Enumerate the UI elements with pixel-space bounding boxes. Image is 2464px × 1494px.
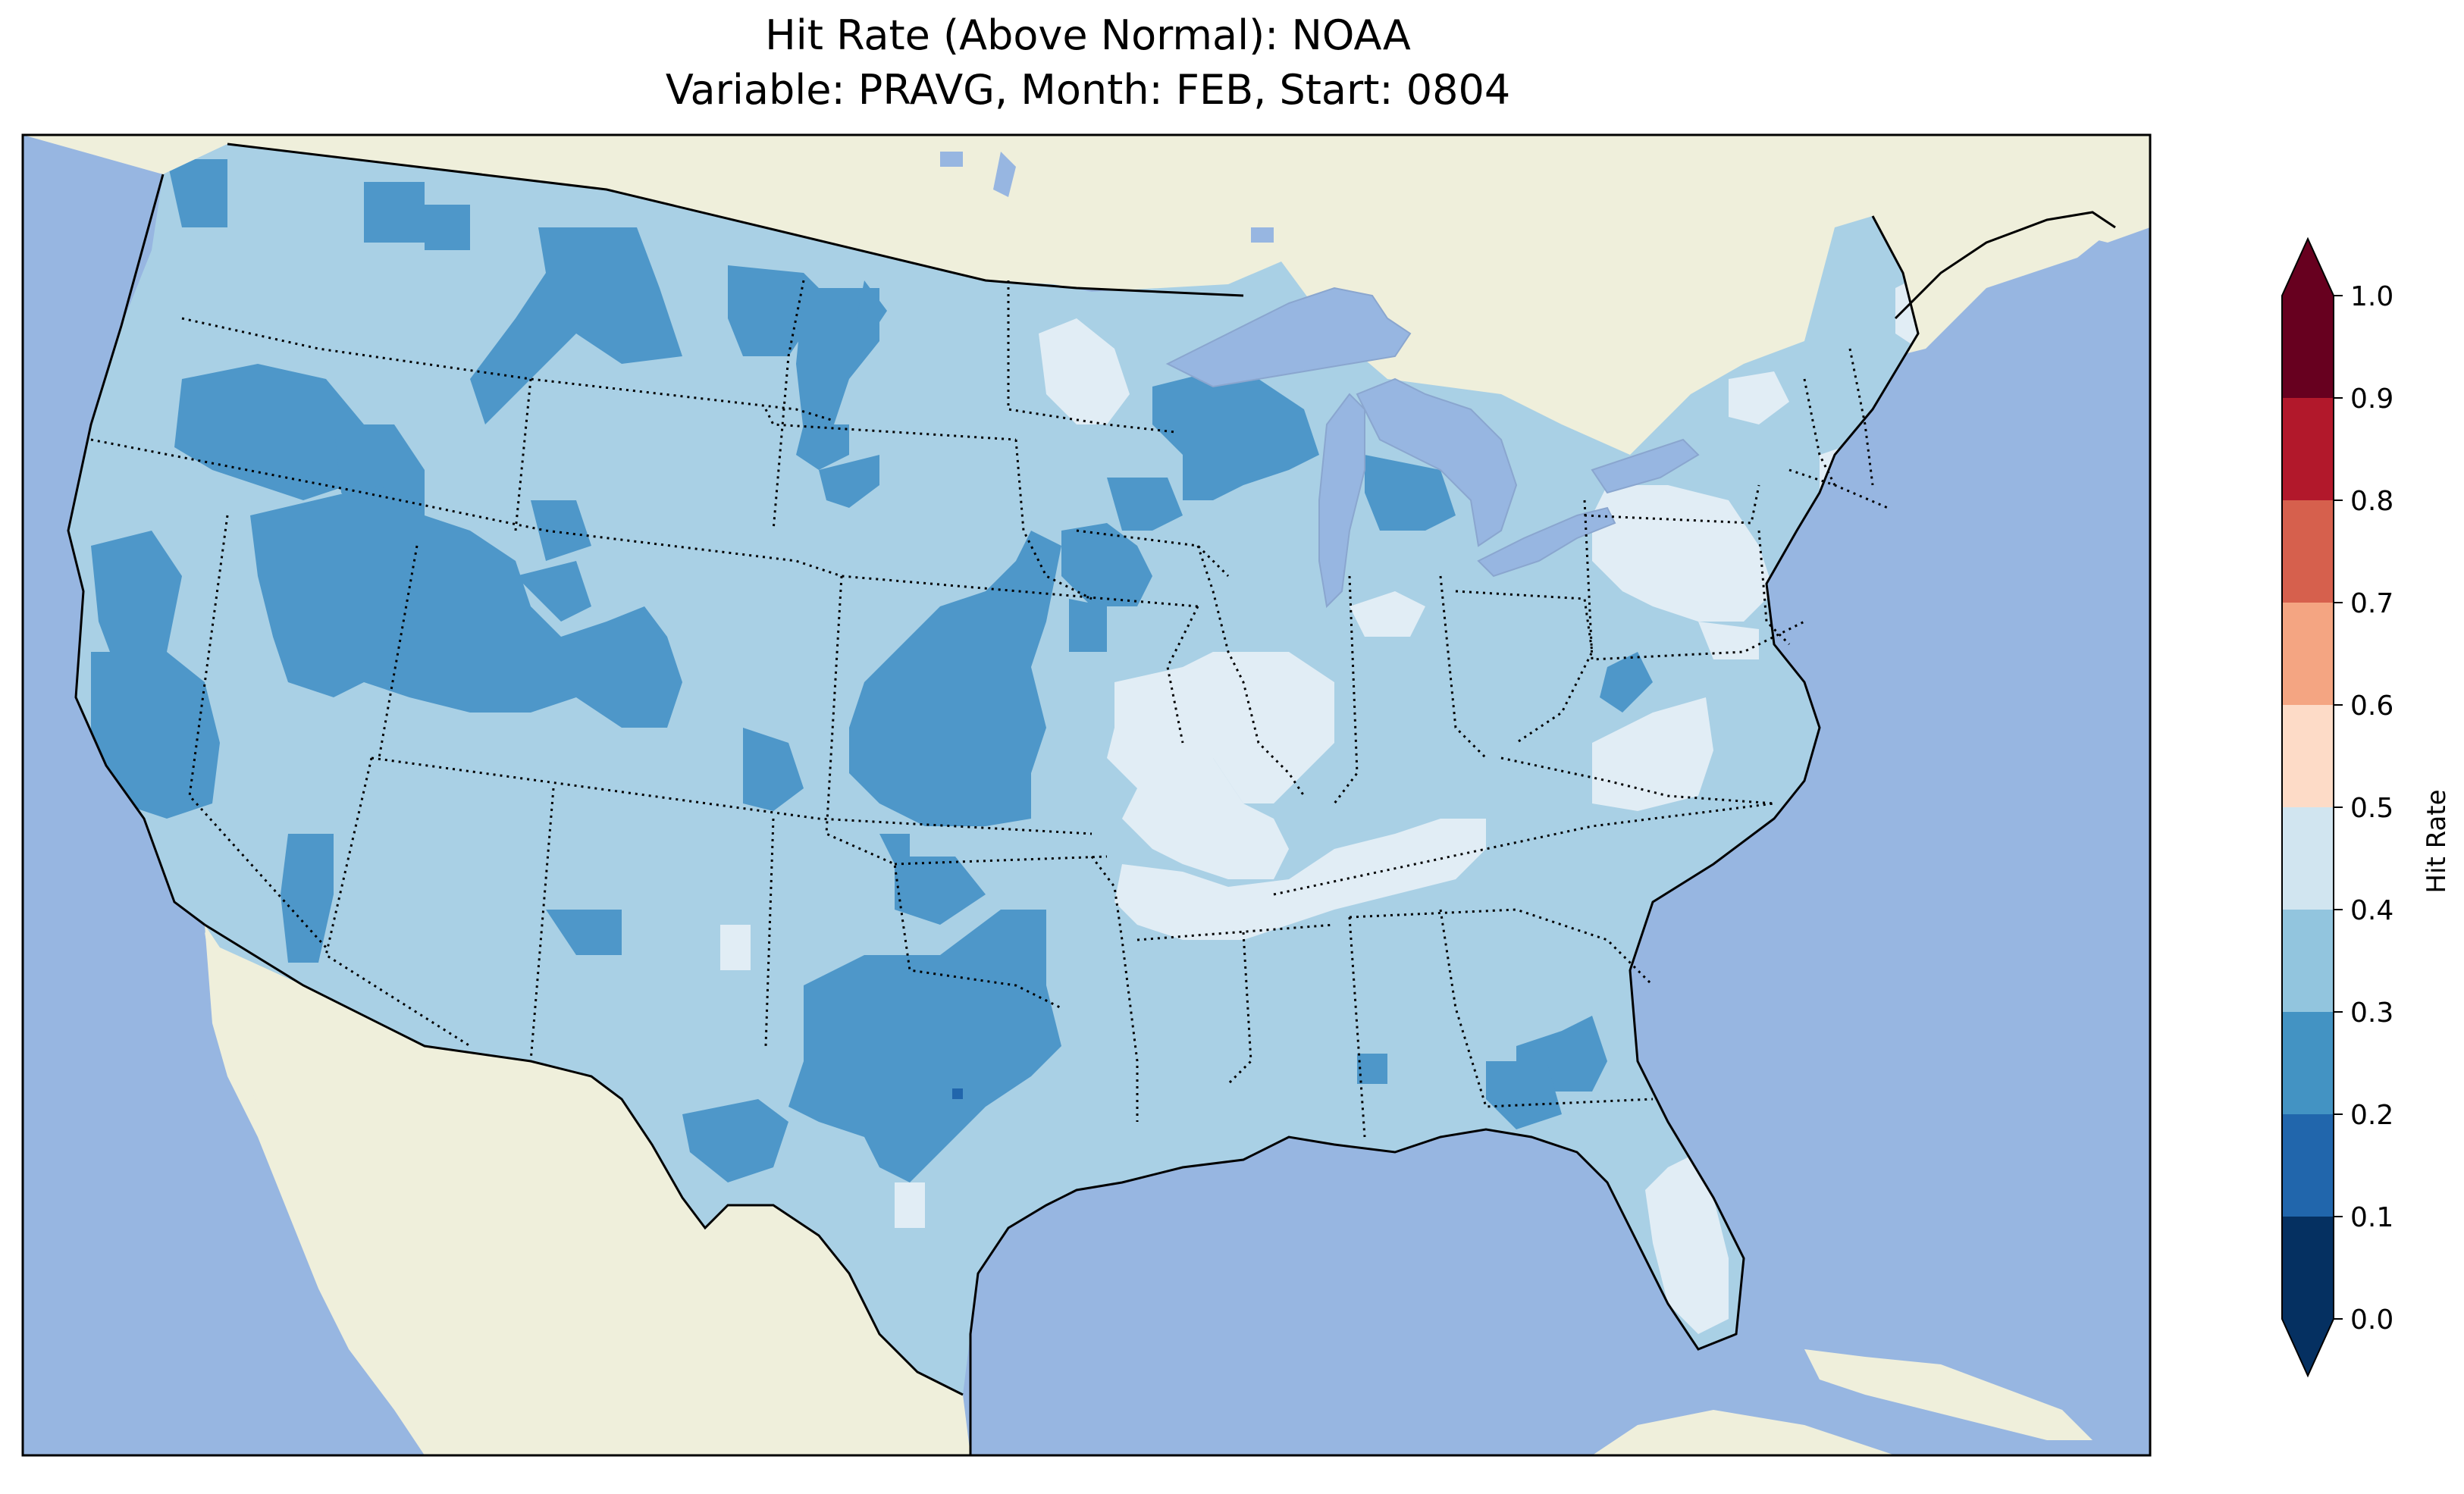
colorbar-bin [2282,705,2334,807]
colorbar-bin [2282,1012,2334,1114]
colorbar-bin [2282,296,2334,398]
colorbar-tick-label: 1.0 [2350,281,2393,312]
colorbar-bin [2282,398,2334,500]
state-borders [90,280,1889,1138]
colorbar-bins [2281,236,2334,1378]
colorbar-tick-label: 0.6 [2350,691,2393,722]
colorbar-tick-label: 0.2 [2350,1100,2393,1131]
colorbar-tick-label: 0.9 [2350,384,2393,415]
coastlines [67,143,2116,1455]
colorbar-extend-low [2282,1319,2334,1376]
maritimes-land [1895,212,2115,356]
colorbar-tick-label: 0.5 [2350,793,2393,824]
cuba-land [1804,1349,2093,1440]
hitrate-0.1-0.2-cell [952,1088,963,1099]
colorbar-label: Hit Rate [2422,789,2452,893]
colorbar-ticks: 0.0 0.1 0.2 0.3 0.4 0.5 0.6 0.7 0.8 0.9 1.0 [2334,281,2393,1336]
colorbar-extend-high [2282,239,2334,296]
map-title-line1: Hit Rate (Above Normal): NOAA [765,11,1411,59]
yucatan-land [1592,1410,1895,1455]
colorbar-bin [2282,603,2334,705]
colorbar-tick-label: 0.7 [2350,588,2393,619]
map-frame [21,133,2152,1457]
colorbar-tick-label: 0.1 [2350,1202,2393,1233]
map-title-line2: Variable: PRAVG, Month: FEB, Start: 0804 [665,66,1511,114]
colorbar-tick-label: 0.3 [2350,998,2393,1029]
great-lakes [1165,287,1700,609]
colorbar-bin [2282,500,2334,603]
colorbar-tick-label: 0.4 [2350,895,2393,926]
colorbar-bin [2282,1217,2334,1319]
baja-land [205,932,432,1410]
hitrate-0.2-0.3-regions [91,159,1653,1182]
colorbar-bin [2282,1114,2334,1217]
colorbar-bin [2282,807,2334,910]
small-lakes [940,152,1274,243]
colorbar-bin [2282,910,2334,1012]
colorbar-tick-label: 0.8 [2350,486,2393,517]
colorbar-tick-label: 0.0 [2350,1305,2393,1336]
